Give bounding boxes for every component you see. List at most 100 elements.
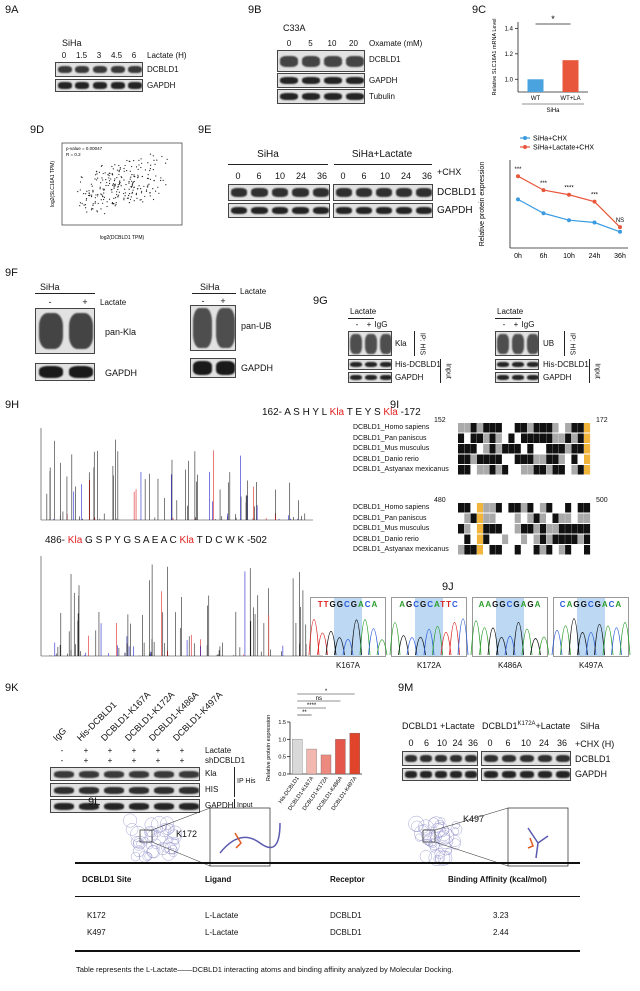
alignment-cell — [521, 423, 528, 433]
alignment-cell — [584, 444, 591, 454]
alignment-cell — [508, 534, 515, 544]
group-label-part: K172A — [517, 721, 536, 727]
point — [106, 181, 108, 184]
blot-band — [78, 786, 99, 794]
point — [104, 172, 106, 174]
alignment-cell — [533, 513, 540, 523]
point — [133, 180, 135, 183]
surface — [159, 824, 167, 832]
alignment-cell — [577, 444, 584, 454]
alignment-cell — [584, 423, 591, 433]
alignment-cell — [584, 433, 591, 443]
peak-trace — [470, 620, 482, 656]
point — [102, 179, 104, 181]
blot-band — [57, 65, 72, 74]
lane-label: 1.5 — [75, 51, 88, 60]
point — [119, 180, 121, 182]
point — [133, 186, 135, 188]
base: A — [534, 600, 542, 609]
blot-band — [324, 92, 342, 101]
point — [126, 169, 128, 172]
base: A — [371, 600, 379, 609]
blot-band — [251, 206, 268, 215]
surface — [408, 815, 425, 832]
group-line — [35, 293, 95, 294]
table-rule — [75, 862, 580, 864]
alignment-cell — [565, 503, 572, 513]
surface — [414, 825, 430, 841]
blot-band — [537, 754, 553, 763]
blot-band — [555, 754, 570, 763]
point — [81, 176, 83, 179]
point — [97, 202, 99, 205]
blot-band — [153, 770, 174, 778]
point — [105, 184, 107, 187]
alignment-cell — [470, 433, 477, 443]
lane-label: 10 — [379, 171, 391, 181]
point — [92, 189, 94, 191]
alignment-cell — [508, 503, 515, 513]
bar — [562, 60, 579, 92]
alignment-cell — [514, 534, 521, 544]
lane-label: 0 — [487, 738, 493, 748]
label: SiHa — [40, 282, 60, 292]
lane-label: 36 — [556, 738, 568, 748]
point — [83, 204, 85, 206]
alignment-cell — [489, 503, 496, 513]
point — [138, 159, 140, 162]
base: C — [506, 600, 514, 609]
table-cell: 3.23 — [493, 911, 509, 920]
label: GAPDH — [437, 205, 473, 216]
chromatogram — [470, 620, 550, 656]
point — [115, 202, 117, 204]
lane-label: + — [366, 320, 372, 329]
alignment-cell — [558, 503, 565, 513]
label: His-DCBLD1 — [395, 360, 441, 369]
blot-band — [379, 374, 391, 381]
point — [102, 188, 104, 190]
alignment-cell — [489, 433, 496, 443]
point — [137, 168, 139, 170]
point — [79, 181, 82, 183]
bar — [320, 754, 332, 775]
lane-label: 0 — [340, 171, 346, 181]
blot-band — [346, 76, 364, 85]
point — [141, 175, 144, 178]
alignment-cell — [458, 444, 465, 454]
label: Input — [237, 802, 253, 809]
point — [123, 199, 125, 201]
blot-band — [376, 206, 392, 215]
blot — [190, 358, 236, 378]
base: T — [446, 600, 452, 609]
peak-trace — [432, 626, 443, 656]
base: A — [357, 600, 365, 609]
blot-band — [231, 206, 248, 215]
alignment-cell — [539, 503, 546, 513]
blot-band — [519, 771, 535, 778]
alignment-cell — [521, 465, 528, 475]
label: Lactate — [205, 746, 232, 755]
point — [133, 200, 135, 202]
alignment-cell — [584, 524, 591, 534]
y-tick-label: 1.0 — [278, 737, 286, 743]
alignment-cell — [521, 454, 528, 464]
alignment-cell — [489, 513, 496, 523]
y-axis-title: Relative protein expression — [479, 162, 486, 247]
y-axis-title: Relative SLC16A1 mRNA Level — [492, 18, 498, 95]
point — [117, 195, 119, 197]
point — [85, 193, 87, 195]
alignment-cell — [483, 433, 490, 443]
alignment-cell — [546, 465, 553, 475]
alignment-cell — [495, 534, 502, 544]
surface — [142, 852, 152, 862]
blot — [55, 79, 143, 92]
alignment-cell — [539, 454, 546, 464]
point — [107, 184, 109, 187]
surface — [160, 816, 174, 831]
base: C — [427, 600, 435, 609]
alignment-cell — [464, 503, 471, 513]
point — [159, 179, 162, 182]
point — [88, 192, 90, 194]
point — [144, 195, 146, 198]
